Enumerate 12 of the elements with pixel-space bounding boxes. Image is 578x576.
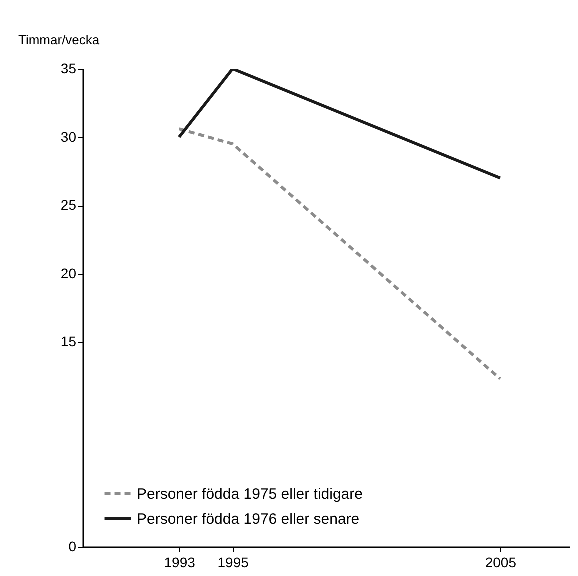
y-tick-label: 15 — [60, 334, 77, 350]
x-tick-label: 1995 — [218, 554, 250, 570]
y-tick-label: 25 — [60, 197, 77, 214]
y-tick-label: 30 — [60, 128, 77, 145]
legend-label: Personer födda 1976 eller senare — [137, 511, 360, 528]
y-tick-label: 35 — [60, 60, 77, 76]
y-tick-label: 0 — [68, 538, 77, 554]
y-axis-title: Timmar/vecka — [18, 32, 100, 48]
x-tick-label: 1993 — [164, 554, 196, 570]
x-tick-label: 2005 — [485, 554, 517, 570]
y-tick-label: 20 — [60, 265, 77, 282]
legend-label: Personer födda 1975 eller tidigare — [137, 486, 363, 503]
